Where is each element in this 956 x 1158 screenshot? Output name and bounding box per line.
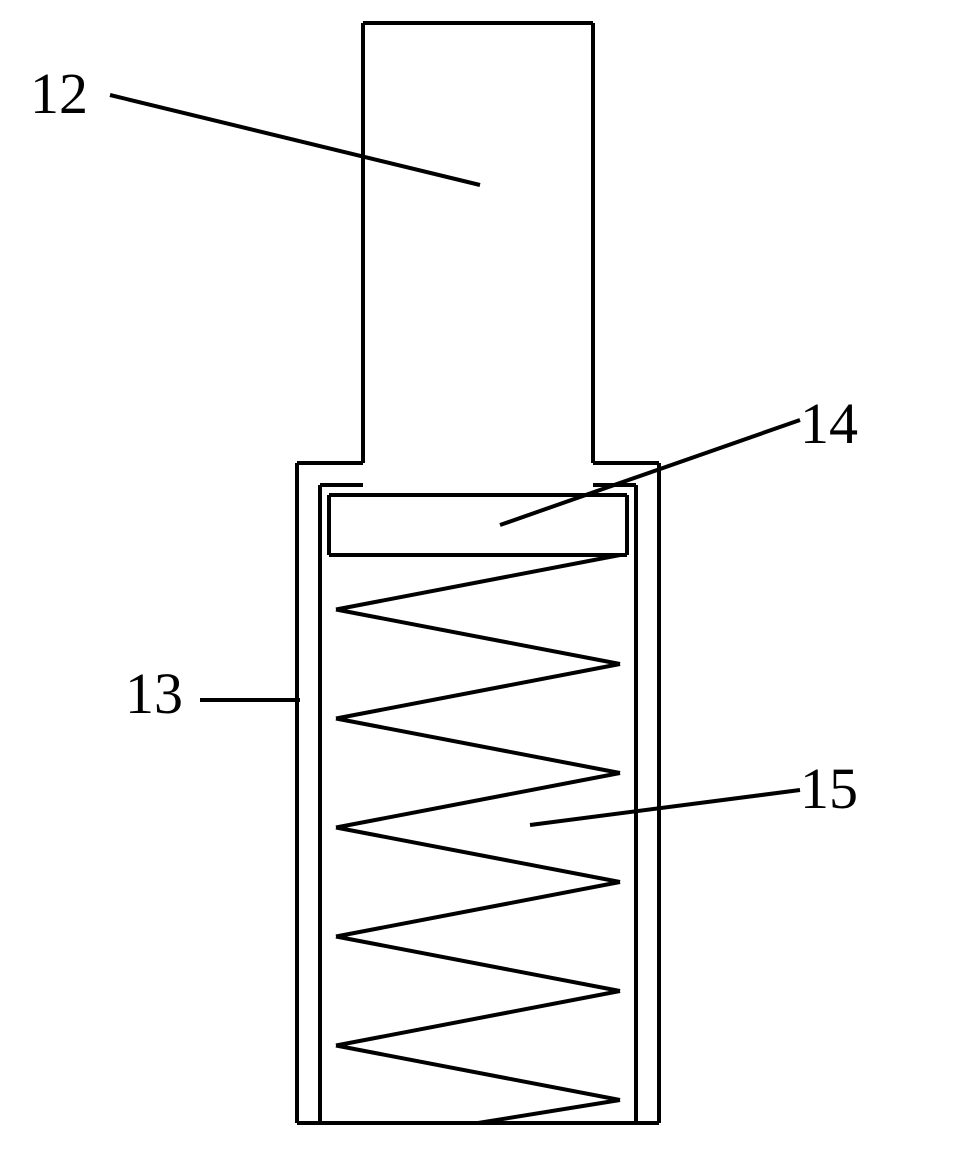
label-15: 15 xyxy=(800,755,858,822)
leader-l15 xyxy=(530,790,800,825)
label-14: 14 xyxy=(800,390,858,457)
technical-drawing xyxy=(0,0,956,1158)
leader-l14 xyxy=(500,420,800,525)
label-12: 12 xyxy=(30,60,88,127)
label-13: 13 xyxy=(125,660,183,727)
leader-l12 xyxy=(110,95,480,185)
